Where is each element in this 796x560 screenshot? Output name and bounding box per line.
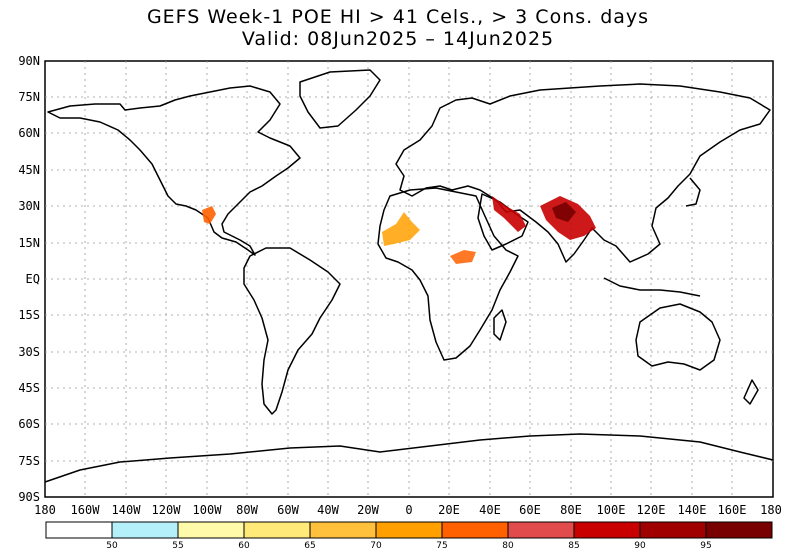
lon-labels: 180 160W 140W 120W 100W 80W 60W 40W 20W … xyxy=(34,503,782,517)
lon-label: 0 xyxy=(405,503,412,517)
lon-label: 40E xyxy=(479,503,501,517)
lat-label: EQ xyxy=(26,272,40,286)
antarctica-outline xyxy=(44,433,774,483)
lon-label: 120W xyxy=(152,503,182,517)
lon-label: 160E xyxy=(718,503,747,517)
lat-label: 30S xyxy=(18,345,40,359)
lat-label: 90N xyxy=(18,54,40,68)
japan-outline xyxy=(685,177,701,207)
lat-label: 15N xyxy=(18,236,40,250)
lon-label: 180 xyxy=(34,503,56,517)
greenland-outline xyxy=(299,69,381,129)
colorbar-tick-label: 70 xyxy=(370,541,382,551)
map-gridlines xyxy=(45,61,773,497)
colorbar-segment xyxy=(309,521,377,539)
colorbar-tick-label: 95 xyxy=(700,541,711,551)
lon-label: 80E xyxy=(560,503,582,517)
heat-region-sahel-east xyxy=(450,250,476,264)
madagascar-outline xyxy=(493,309,507,341)
lon-label: 20E xyxy=(438,503,460,517)
lat-label: 45S xyxy=(18,381,40,395)
colorbar-segment xyxy=(177,521,245,539)
new-zealand-outline xyxy=(743,379,759,405)
colorbar-tick-label: 85 xyxy=(568,541,579,551)
africa-outline xyxy=(377,187,519,361)
colorbar-tick-label: 60 xyxy=(238,541,250,551)
colorbar-segment xyxy=(375,521,443,539)
colorbar-segment xyxy=(243,521,311,539)
australia-outline xyxy=(635,303,721,371)
colorbar-segment xyxy=(705,521,773,539)
lat-label: 60S xyxy=(18,417,40,431)
lon-label: 100E xyxy=(597,503,626,517)
heat-region-pakistan-core xyxy=(552,202,576,222)
colorbar-tick-label: 50 xyxy=(106,541,118,551)
lon-label: 40W xyxy=(317,503,339,517)
lon-label: 60E xyxy=(519,503,541,517)
lat-label: 45N xyxy=(18,163,40,177)
colorbar-tick-label: 80 xyxy=(502,541,514,551)
indonesia-outline xyxy=(603,277,701,297)
lat-label: 60N xyxy=(18,126,40,140)
heat-region-arabia xyxy=(492,196,526,232)
map-title-line1: GEFS Week-1 POE HI > 41 Cels., > 3 Cons.… xyxy=(146,6,650,28)
colorbar-tick-label: 90 xyxy=(634,541,646,551)
south-america-outline xyxy=(243,247,341,415)
lon-label: 160W xyxy=(71,503,101,517)
colorbar-segment xyxy=(111,521,179,539)
lat-labels: 90N 75N 60N 45N 30N 15N EQ 15S 30S 45S 6… xyxy=(18,54,40,504)
colorbar-segment xyxy=(441,521,509,539)
lon-label: 20W xyxy=(357,503,379,517)
lon-label: 180 xyxy=(760,503,782,517)
colorbar-segment xyxy=(639,521,707,539)
lon-label: 140E xyxy=(678,503,707,517)
lon-label: 100W xyxy=(193,503,223,517)
lat-label: 75S xyxy=(18,454,40,468)
colorbar-tick-label: 75 xyxy=(436,541,447,551)
colorbar-tick-label: 65 xyxy=(304,541,315,551)
lon-label: 140W xyxy=(112,503,142,517)
lat-label: 75N xyxy=(18,90,40,104)
lat-label: 15S xyxy=(18,308,40,322)
colorbar-tick-label: 55 xyxy=(172,541,183,551)
lon-label: 80W xyxy=(236,503,258,517)
colorbar-segment xyxy=(507,521,575,539)
lon-label: 120E xyxy=(637,503,666,517)
heat-region-sahel-west xyxy=(382,212,420,246)
heat-shading xyxy=(202,196,596,264)
north-america-outline xyxy=(47,85,301,256)
heat-region-mexico xyxy=(202,206,216,224)
colorbar: 50 55 60 65 70 75 80 85 90 95 xyxy=(45,521,773,551)
map-title-line2: Valid: 08Jun2025 – 14Jun2025 xyxy=(241,28,555,50)
colorbar-segment xyxy=(45,521,113,539)
lat-label: 30N xyxy=(18,199,40,213)
lat-label: 90S xyxy=(18,490,40,504)
lon-label: 60W xyxy=(277,503,299,517)
colorbar-segment xyxy=(573,521,641,539)
